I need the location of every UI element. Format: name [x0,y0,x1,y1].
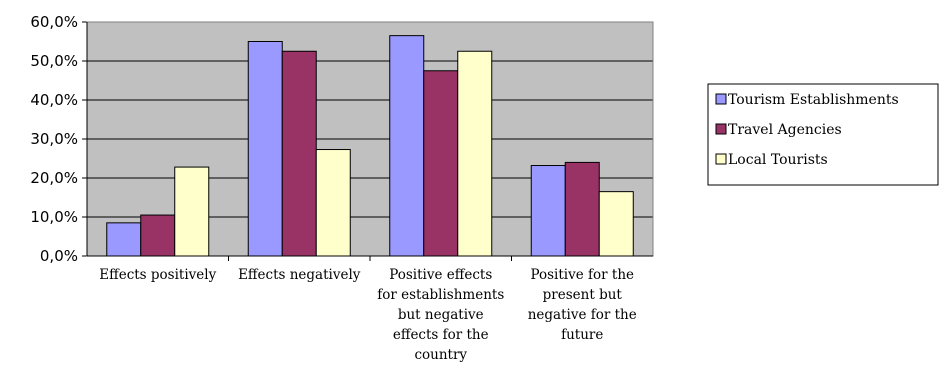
legend-entry: Local Tourists [728,152,828,168]
y-tick-label: 10,0% [30,208,78,226]
legend-swatch [715,93,727,105]
legend-entry: Travel Agencies [728,122,842,138]
bar [457,50,493,257]
y-tick-label: 30,0% [30,130,78,148]
legend-swatch [715,153,727,165]
category-label: negative for the [528,307,637,323]
y-tick-label: 40,0% [30,91,78,109]
category-label: Effects negatively [238,267,361,283]
bar [564,161,600,257]
legend-entry: Tourism Establishments [728,92,899,108]
y-tick-label: 20,0% [30,169,78,187]
category-label: present but [543,287,623,303]
bar [281,50,317,257]
bar [530,165,566,257]
legend: Tourism Establishments Travel Agencies Loc… [707,83,939,186]
y-tick-label: 60,0% [30,13,78,31]
bar [389,35,425,257]
category-label: country [414,347,467,363]
category-label: Effects positively [99,267,216,283]
bar [140,214,176,257]
category-label: for establishments [377,287,504,303]
bars [106,35,634,257]
category-label: but negative [398,307,484,323]
axes [82,21,654,261]
legend-box [707,83,939,186]
category-labels: Effects positively Effects negatively Posi… [99,267,636,363]
y-tick-label: 0,0% [40,247,78,265]
bar [106,222,142,257]
category-label: Positive effects [389,267,492,283]
category-label: effects for the [393,327,489,343]
y-tick-label: 50,0% [30,52,78,70]
category-label: Positive for the [530,267,634,283]
category-label: future [561,327,603,343]
bar [598,191,634,257]
bar [174,166,210,257]
legend-swatch [715,123,727,135]
bar [423,70,459,257]
y-tick-labels: 0,0% 10,0% 20,0% 30,0% 40,0% 50,0% 60,0% [30,13,78,265]
bar [315,149,351,257]
bar [247,41,283,257]
